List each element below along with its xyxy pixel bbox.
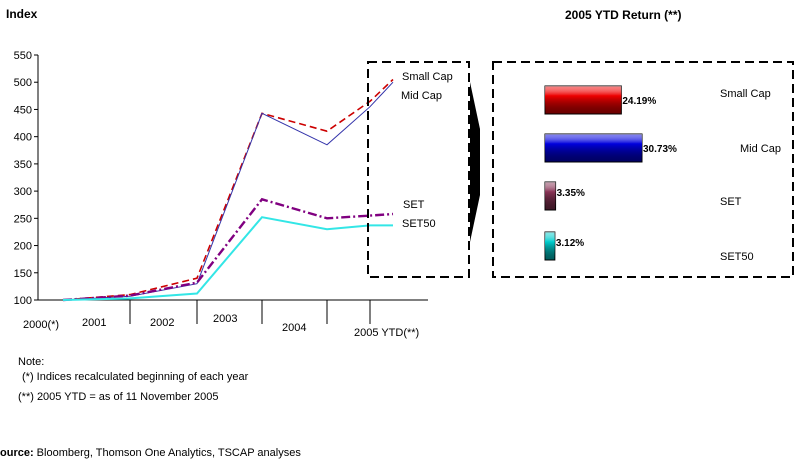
series-legend-label: SET50 xyxy=(402,218,436,230)
bar-value-label: 3.35% xyxy=(557,188,585,199)
y-tick-label: 100 xyxy=(14,295,32,307)
note-line-2: (**) 2005 YTD = as of 11 November 2005 xyxy=(18,391,219,403)
bar-category-label: SET50 xyxy=(720,251,754,263)
arrow-pointer xyxy=(470,82,480,242)
series-line-mid-cap xyxy=(62,81,394,301)
source-label: ource: xyxy=(0,447,34,459)
x-tick-label: 2005 YTD(**) xyxy=(354,327,419,339)
bar-shading-set xyxy=(545,182,556,210)
source-text: Bloomberg, Thomson One Analytics, TSCAP … xyxy=(33,447,301,459)
bar-category-label: SET xyxy=(720,196,742,208)
bar-value-label: 24.19% xyxy=(622,96,656,107)
y-tick-label: 500 xyxy=(14,77,32,89)
bar-shading-mid-cap xyxy=(545,134,642,162)
bar-shading-set50 xyxy=(545,232,555,260)
left-chart-y-axis-title: Index xyxy=(6,7,38,21)
x-tick-label: 2002 xyxy=(150,317,174,329)
y-tick-label: 200 xyxy=(14,241,32,253)
x-tick-label: 2000(*) xyxy=(23,319,59,331)
series-legend-label: SET xyxy=(403,199,425,211)
y-tick-label: 300 xyxy=(14,186,32,198)
bar-chart: 24.19% Small Cap 30.73% Mid Cap 3.35% SET 3.12… xyxy=(492,61,794,278)
series-line-small-cap xyxy=(62,78,394,301)
y-tick-label: 550 xyxy=(14,50,32,62)
series-line-set50 xyxy=(62,216,393,301)
bar-value-label: 30.73% xyxy=(643,144,677,155)
y-tick-label: 150 xyxy=(14,268,32,280)
note-line-1: (*) Indices recalculated beginning of ea… xyxy=(22,371,249,383)
x-tick-label: 2003 xyxy=(213,313,237,325)
bar-value-label: 3.12% xyxy=(556,238,584,249)
x-tick-label: 2004 xyxy=(282,322,306,334)
y-tick-label: 350 xyxy=(14,159,32,171)
bar-category-label: Mid Cap xyxy=(740,143,781,155)
left-highlight-box xyxy=(367,61,470,278)
series-legend-label: Small Cap xyxy=(402,71,453,83)
bar-shading-small-cap xyxy=(545,86,622,114)
right-chart-title: 2005 YTD Return (**) xyxy=(565,8,682,22)
series-line-set xyxy=(62,197,394,302)
note-heading: Note: xyxy=(18,356,45,368)
bar-category-label: Small Cap xyxy=(720,88,771,100)
y-tick-label: 250 xyxy=(14,213,32,225)
series-legend-label: Mid Cap xyxy=(401,90,442,102)
x-tick-label: 2001 xyxy=(82,317,106,329)
right-highlight-box xyxy=(492,61,794,278)
y-tick-label: 400 xyxy=(14,132,32,144)
line-chart: 100 150 200 250 300 350 400 450 500 550 2000(*) 200… xyxy=(14,50,480,339)
y-tick-label: 450 xyxy=(14,104,32,116)
source-line: ource: Bloomberg, Thomson One Analytics,… xyxy=(0,447,301,459)
